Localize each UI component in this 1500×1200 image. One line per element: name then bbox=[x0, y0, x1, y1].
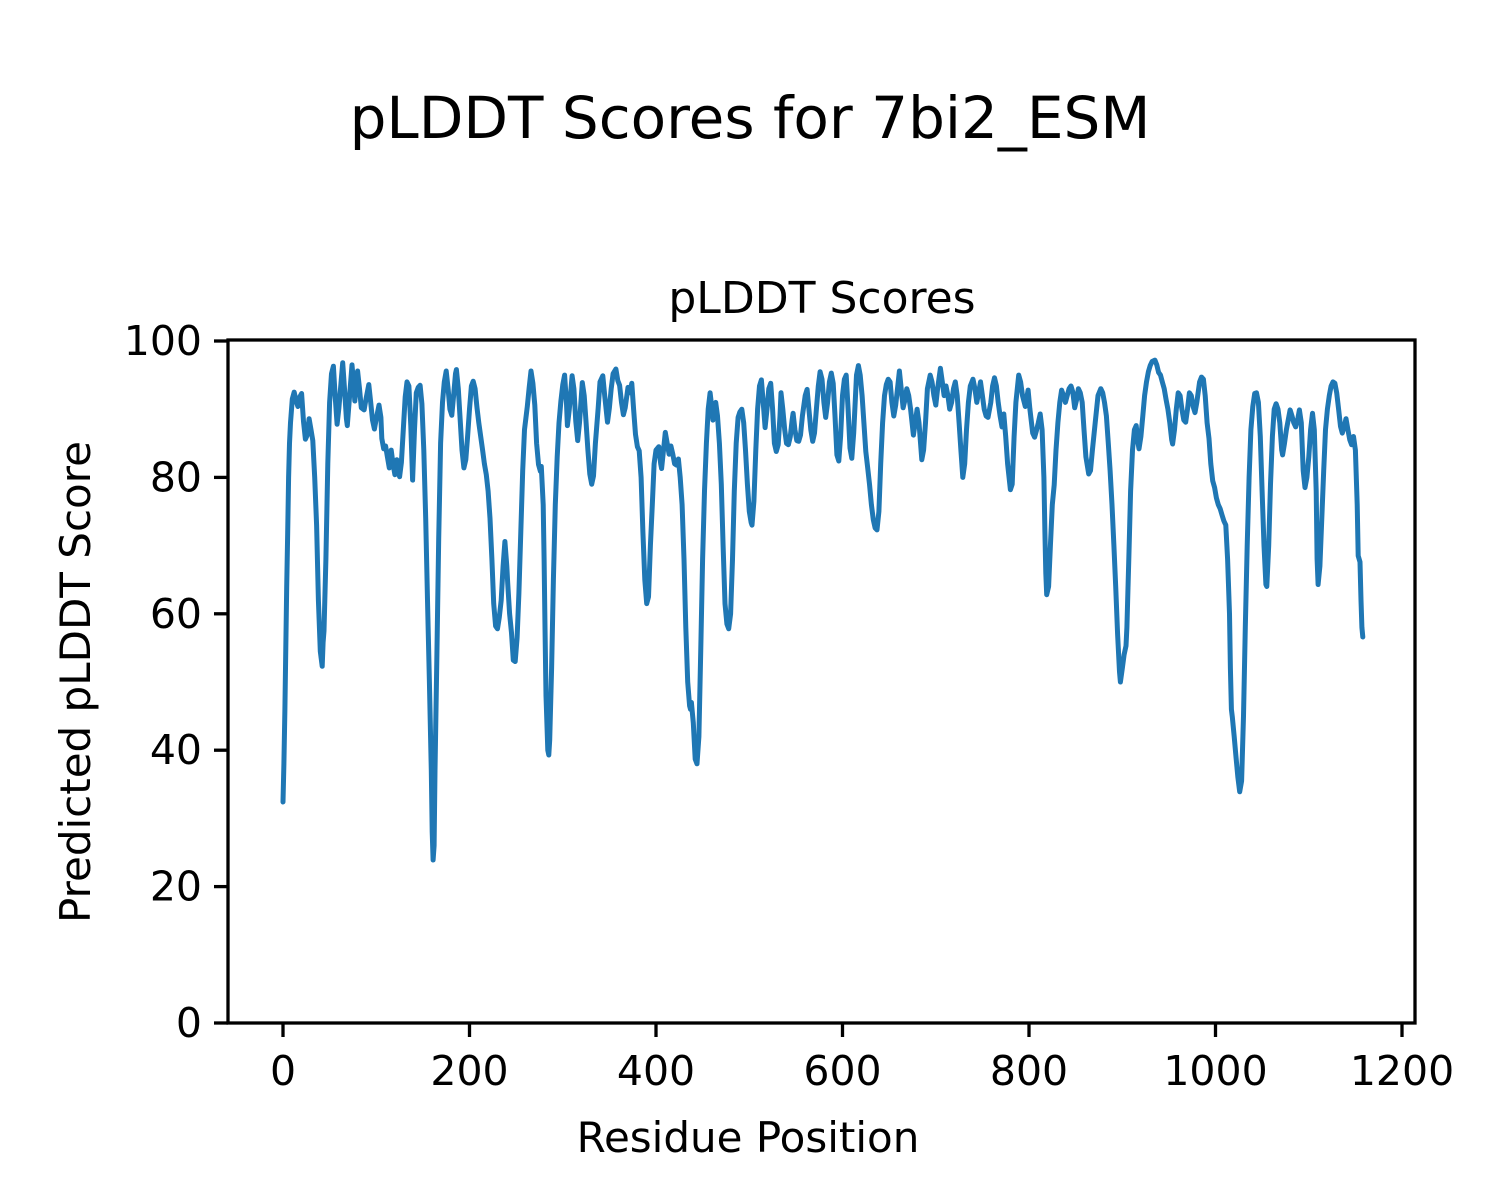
x-ticks: 0 200 400 600 800 1000 1200 bbox=[270, 1023, 1454, 1095]
y-tick-label: 60 bbox=[150, 590, 202, 638]
x-tick-label: 600 bbox=[803, 1047, 881, 1095]
plot-box bbox=[226, 338, 1417, 1025]
y-tick-label: 80 bbox=[150, 453, 202, 501]
x-tick-label: 0 bbox=[270, 1047, 296, 1095]
y-tick-label: 40 bbox=[150, 726, 202, 774]
x-tick-label: 1000 bbox=[1163, 1047, 1267, 1095]
x-tick-label: 800 bbox=[990, 1047, 1068, 1095]
y-tick-label: 20 bbox=[150, 863, 202, 911]
x-axis-label: Residue Position bbox=[577, 1113, 920, 1162]
axes-title: pLDDT Scores bbox=[668, 273, 975, 324]
figure-suptitle: pLDDT Scores for 7bi2_ESM bbox=[350, 84, 1151, 152]
y-tick-label: 0 bbox=[176, 999, 202, 1047]
x-tick-label: 200 bbox=[430, 1047, 508, 1095]
y-axis-label: Predicted pLDDT Score bbox=[51, 441, 100, 923]
plddt-line bbox=[280, 357, 1366, 863]
y-tick-label: 100 bbox=[124, 317, 202, 365]
y-ticks: 0 20 40 60 80 100 bbox=[124, 317, 228, 1047]
x-tick-label: 400 bbox=[617, 1047, 695, 1095]
x-tick-label: 1200 bbox=[1350, 1047, 1454, 1095]
